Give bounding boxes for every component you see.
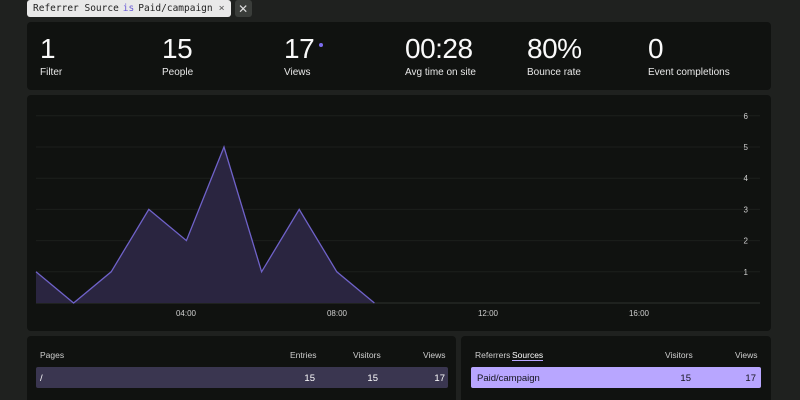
- x-tick-label: 12:00: [478, 309, 499, 318]
- stat-label: Event completions: [648, 67, 730, 78]
- stat-avg-time[interactable]: 00:28 Avg time on site: [405, 33, 476, 79]
- entries-value: 15: [304, 373, 315, 384]
- table-row[interactable]: / 15 15 17: [36, 367, 448, 388]
- clear-filters-button[interactable]: ✕: [234, 0, 252, 17]
- page-path: /: [40, 373, 43, 384]
- y-tick-label: 6: [744, 112, 749, 121]
- selected-indicator-dot: [319, 43, 324, 47]
- source-name: Paid/campaign: [477, 373, 540, 384]
- stat-value: 0: [648, 33, 664, 64]
- visitors-value: 15: [680, 373, 691, 384]
- pages-table: Pages Entries Visitors Views / 15 15 17: [27, 336, 456, 400]
- filter-value: Paid/campaign: [138, 3, 213, 14]
- series-line: [35, 145, 375, 304]
- stat-label: Bounce rate: [527, 67, 581, 78]
- stats-panel: 1 Filter 15 People 17 Views 00:28 Avg ti…: [27, 22, 771, 90]
- y-tick-label: 5: [744, 143, 749, 152]
- stat-label: Avg time on site: [405, 67, 476, 78]
- stat-value: 17: [284, 33, 315, 64]
- stat-filter[interactable]: 1 Filter: [40, 33, 63, 79]
- y-tick-label: 3: [744, 205, 749, 214]
- stat-value: 1: [40, 33, 56, 64]
- y-tick-label: 4: [744, 174, 749, 183]
- views-value: 17: [434, 373, 445, 384]
- filter-chip[interactable]: Referrer Source is Paid/campaign ×: [27, 0, 231, 17]
- stat-label: People: [162, 67, 194, 78]
- stat-value: 80%: [527, 33, 582, 64]
- visitors-value: 15: [367, 373, 378, 384]
- col-header-views[interactable]: Views: [735, 350, 758, 360]
- stat-value-row: 17: [284, 33, 324, 64]
- x-tick-label: 04:00: [176, 309, 197, 318]
- stat-people[interactable]: 15 People: [162, 33, 194, 79]
- series-area: [36, 147, 375, 303]
- stat-value: 15: [162, 33, 193, 64]
- close-icon: ✕: [238, 1, 249, 16]
- col-header-visitors[interactable]: Visitors: [353, 350, 381, 360]
- views-area-chart: 1 2 3 4 5 6 04:00 08:00 12:00 16:00: [35, 112, 760, 318]
- views-chart-panel: 1 2 3 4 5 6 04:00 08:00 12:00 16:00: [27, 95, 771, 331]
- views-value: 17: [745, 373, 756, 384]
- remove-filter-icon[interactable]: ×: [218, 3, 225, 14]
- tab-sources[interactable]: Sources: [512, 350, 544, 361]
- x-tick-label: 08:00: [327, 309, 348, 318]
- y-tick-label: 2: [744, 237, 749, 246]
- stat-value: 00:28: [405, 33, 473, 64]
- stat-label: Filter: [40, 67, 63, 78]
- col-header-views[interactable]: Views: [423, 350, 446, 360]
- tab-referrers[interactable]: Referrers: [475, 350, 511, 360]
- x-tick-label: 16:00: [629, 309, 650, 318]
- table-row[interactable]: Paid/campaign 15 17: [471, 367, 761, 388]
- filter-bar: Referrer Source is Paid/campaign × ✕: [27, 0, 252, 18]
- col-header-entries[interactable]: Entries: [290, 350, 317, 360]
- col-header-pages: Pages: [40, 350, 65, 360]
- y-tick-label: 1: [744, 268, 749, 277]
- stat-bounce-rate[interactable]: 80% Bounce rate: [527, 33, 582, 79]
- stat-views[interactable]: 17 Views: [284, 33, 324, 78]
- stat-event-completions[interactable]: 0 Event completions: [648, 33, 730, 79]
- stat-label: Views: [284, 67, 311, 78]
- filter-field: Referrer Source: [33, 3, 119, 14]
- col-header-visitors[interactable]: Visitors: [665, 350, 693, 360]
- sources-table: Referrers Sources Visitors Views Paid/ca…: [461, 336, 771, 400]
- filter-operator: is: [122, 3, 135, 14]
